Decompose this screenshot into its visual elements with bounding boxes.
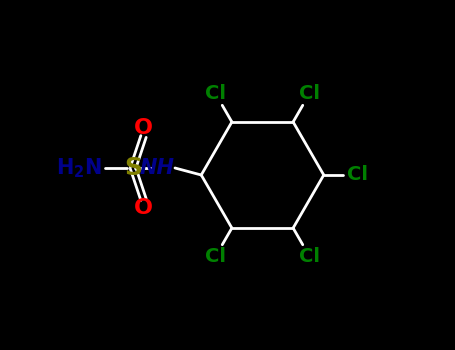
- Text: O: O: [134, 198, 153, 218]
- Text: Cl: Cl: [205, 247, 226, 266]
- Text: NH: NH: [140, 158, 175, 178]
- Text: $\mathregular{H_2N}$: $\mathregular{H_2N}$: [56, 156, 101, 180]
- Text: Cl: Cl: [347, 166, 368, 184]
- Text: Cl: Cl: [299, 84, 320, 103]
- Text: Cl: Cl: [205, 84, 226, 103]
- Text: Cl: Cl: [299, 247, 320, 266]
- Text: O: O: [134, 118, 153, 138]
- Text: S: S: [124, 156, 142, 180]
